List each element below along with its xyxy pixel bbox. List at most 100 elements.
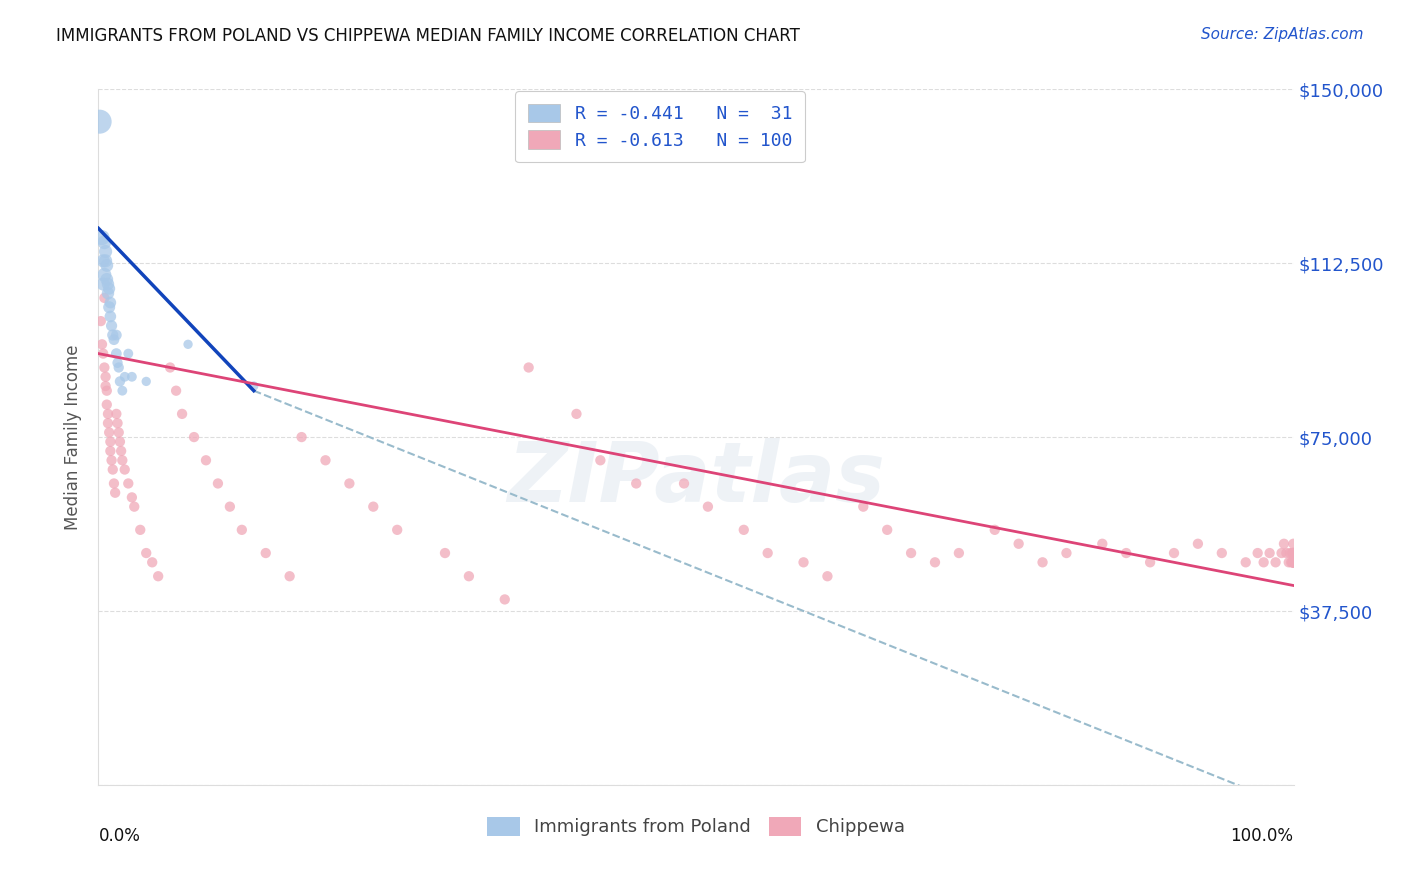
Point bbox=[1264, 555, 1286, 569]
Point bbox=[517, 360, 540, 375]
Point bbox=[1275, 546, 1298, 560]
Point bbox=[94, 379, 117, 393]
Point bbox=[1282, 546, 1305, 560]
Point bbox=[219, 500, 242, 514]
Point bbox=[815, 569, 838, 583]
Point bbox=[91, 346, 114, 360]
Point bbox=[129, 523, 152, 537]
Point bbox=[254, 546, 277, 560]
Point bbox=[195, 453, 218, 467]
Point bbox=[107, 360, 129, 375]
Point bbox=[114, 369, 136, 384]
Point bbox=[1211, 546, 1233, 560]
Point bbox=[107, 425, 129, 440]
Point bbox=[1282, 555, 1305, 569]
Point bbox=[94, 253, 117, 268]
Point bbox=[1282, 546, 1305, 560]
Text: ZIPatlas: ZIPatlas bbox=[508, 438, 884, 519]
Point bbox=[278, 569, 301, 583]
Point bbox=[121, 491, 143, 505]
Point bbox=[98, 300, 121, 314]
Point bbox=[948, 546, 970, 560]
Point bbox=[165, 384, 187, 398]
Point bbox=[1282, 537, 1305, 551]
Point bbox=[1281, 555, 1303, 569]
Point bbox=[1281, 546, 1303, 560]
Point bbox=[1056, 546, 1078, 560]
Point bbox=[1279, 555, 1302, 569]
Point bbox=[108, 434, 131, 449]
Point bbox=[148, 569, 170, 583]
Point bbox=[97, 286, 120, 301]
Point bbox=[172, 407, 194, 421]
Point bbox=[924, 555, 946, 569]
Point bbox=[91, 230, 114, 244]
Point bbox=[124, 500, 146, 514]
Point bbox=[91, 253, 114, 268]
Point bbox=[98, 425, 121, 440]
Point bbox=[101, 462, 124, 476]
Point bbox=[135, 546, 157, 560]
Point bbox=[1282, 555, 1305, 569]
Point bbox=[96, 384, 118, 398]
Text: 0.0%: 0.0% bbox=[98, 827, 141, 845]
Point bbox=[1282, 546, 1305, 560]
Point bbox=[1282, 555, 1305, 569]
Point bbox=[207, 476, 229, 491]
Point bbox=[458, 569, 481, 583]
Point bbox=[96, 398, 118, 412]
Point bbox=[339, 476, 361, 491]
Point bbox=[1091, 537, 1114, 551]
Point bbox=[363, 500, 385, 514]
Point bbox=[91, 337, 114, 351]
Point bbox=[98, 434, 122, 449]
Point bbox=[93, 360, 115, 375]
Point bbox=[1271, 546, 1294, 560]
Point bbox=[97, 416, 120, 430]
Point bbox=[756, 546, 779, 560]
Text: IMMIGRANTS FROM POLAND VS CHIPPEWA MEDIAN FAMILY INCOME CORRELATION CHART: IMMIGRANTS FROM POLAND VS CHIPPEWA MEDIA… bbox=[56, 27, 800, 45]
Point bbox=[98, 295, 122, 310]
Point bbox=[1032, 555, 1054, 569]
Point bbox=[100, 453, 122, 467]
Point bbox=[111, 384, 134, 398]
Point bbox=[90, 314, 112, 328]
Point bbox=[135, 375, 157, 389]
Point bbox=[97, 277, 120, 291]
Point bbox=[1139, 555, 1161, 569]
Point bbox=[434, 546, 457, 560]
Point bbox=[231, 523, 253, 537]
Point bbox=[121, 369, 143, 384]
Point bbox=[114, 462, 136, 476]
Point bbox=[243, 379, 266, 393]
Point bbox=[110, 444, 132, 458]
Point bbox=[107, 416, 129, 430]
Point bbox=[1282, 555, 1305, 569]
Point bbox=[93, 235, 115, 250]
Point bbox=[494, 592, 516, 607]
Point bbox=[183, 430, 205, 444]
Point bbox=[117, 346, 139, 360]
Point bbox=[94, 369, 117, 384]
Text: 100.0%: 100.0% bbox=[1230, 827, 1294, 845]
Point bbox=[89, 114, 111, 128]
Point bbox=[626, 476, 648, 491]
Point bbox=[1282, 546, 1305, 560]
Point bbox=[98, 444, 122, 458]
Point bbox=[103, 476, 125, 491]
Point bbox=[733, 523, 755, 537]
Legend: Immigrants from Poland, Chippewa: Immigrants from Poland, Chippewa bbox=[478, 808, 914, 846]
Point bbox=[315, 453, 337, 467]
Point bbox=[385, 523, 409, 537]
Y-axis label: Median Family Income: Median Family Income bbox=[65, 344, 83, 530]
Point bbox=[96, 272, 118, 286]
Point bbox=[103, 333, 125, 347]
Point bbox=[105, 346, 128, 360]
Point bbox=[105, 407, 128, 421]
Point bbox=[589, 453, 612, 467]
Point bbox=[93, 291, 115, 305]
Point bbox=[1234, 555, 1257, 569]
Point bbox=[673, 476, 696, 491]
Point bbox=[1278, 555, 1301, 569]
Point bbox=[91, 277, 114, 291]
